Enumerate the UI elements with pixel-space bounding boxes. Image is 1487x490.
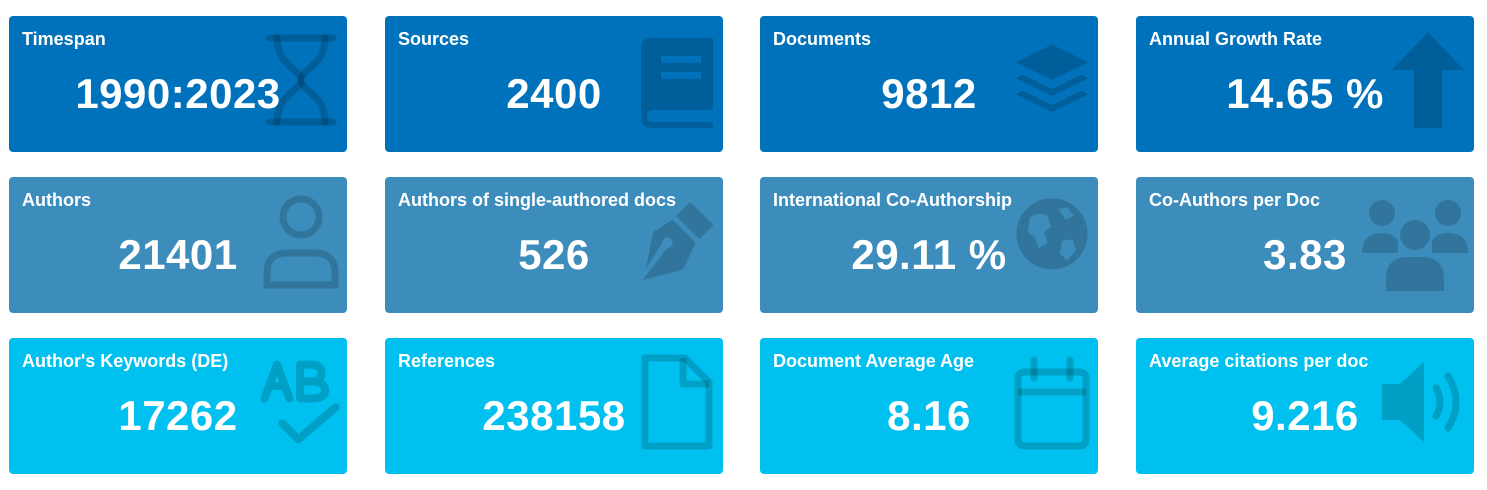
card-references: References 238158 — [385, 338, 723, 474]
card-value: 3.83 — [1263, 231, 1347, 278]
card-value: 1990:2023 — [75, 70, 281, 117]
card-label: Average citations per doc — [1149, 351, 1369, 371]
card-label: Annual Growth Rate — [1149, 29, 1323, 49]
spell-check-icon — [260, 352, 341, 452]
card-label: Authors of single-authored docs — [398, 190, 677, 210]
globe-icon — [1012, 191, 1092, 291]
card-value: 14.65 % — [1226, 70, 1384, 117]
card-value: 238158 — [482, 392, 626, 439]
card-value: 21401 — [118, 231, 238, 278]
hourglass-icon — [261, 30, 341, 130]
card-value: 29.11 % — [851, 231, 1007, 278]
card-label: Authors — [22, 190, 91, 210]
card-value: 17262 — [118, 392, 238, 439]
card-value: 9812 — [881, 70, 977, 117]
card-label: References — [398, 351, 496, 371]
card-co-authors-per-doc: Co-Authors per Doc 3.83 — [1136, 177, 1474, 313]
card-label: Sources — [398, 29, 470, 49]
calendar-icon — [1012, 352, 1092, 452]
card-authors-keywords: Author's Keywords (DE) 17262 — [9, 338, 347, 474]
card-sources: Sources 2400 — [385, 16, 723, 152]
user-icon — [261, 191, 341, 291]
card-average-citations-per-doc: Average citations per doc 9.216 — [1136, 338, 1474, 474]
file-icon — [637, 352, 717, 452]
card-value: 8.16 — [887, 392, 971, 439]
card-authors: Authors 21401 — [9, 177, 347, 313]
card-value: 526 — [518, 231, 590, 278]
card-document-average-age: Document Average Age 8.16 — [760, 338, 1098, 474]
card-label: International Co-Authorship — [773, 190, 1012, 210]
card-label: Co-Authors per Doc — [1149, 190, 1320, 210]
card-label: Document Average Age — [773, 351, 975, 371]
users-icon — [1360, 191, 1470, 291]
card-value: 9.216 — [1251, 392, 1359, 439]
pen-nib-icon — [637, 191, 717, 291]
card-timespan: Timespan 1990:2023 — [9, 16, 347, 152]
volume-icon — [1378, 352, 1468, 452]
card-annual-growth-rate: Annual Growth Rate 14.65 % — [1136, 16, 1474, 152]
layers-icon — [1012, 30, 1092, 130]
card-authors-single-authored: Authors of single-authored docs 526 — [385, 177, 723, 313]
card-documents: Documents 9812 — [760, 16, 1098, 152]
card-label: Author's Keywords (DE) — [22, 351, 229, 371]
card-label: Timespan — [22, 29, 106, 49]
card-international-co-authorship: International Co-Authorship 29.11 % — [760, 177, 1098, 313]
card-value: 2400 — [506, 70, 602, 117]
book-icon — [637, 30, 717, 130]
card-label: Documents — [773, 29, 872, 49]
arrow-up-icon — [1388, 30, 1468, 130]
